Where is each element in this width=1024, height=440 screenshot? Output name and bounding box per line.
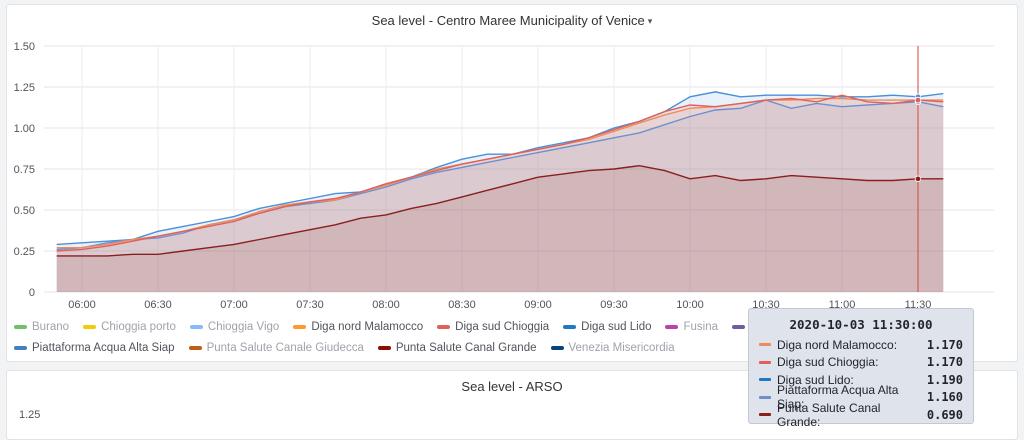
tooltip-value: 1.160 <box>926 390 963 405</box>
legend-swatch <box>14 345 27 350</box>
tooltip-value: 0.690 <box>926 407 963 422</box>
legend-swatch <box>563 324 577 329</box>
legend-label: Burano <box>32 320 70 333</box>
tooltip-label: Diga sud Lido: <box>777 372 854 387</box>
legend-label: Diga sud Lido <box>581 320 652 333</box>
panel-title[interactable]: Sea level - Centro Maree Municipality of… <box>7 11 1017 31</box>
legend-item[interactable]: Fusina <box>665 316 718 337</box>
legend-item[interactable]: Chioggia Vigo <box>189 316 280 337</box>
tooltip-label: Diga nord Malamocco: <box>777 337 898 352</box>
legend-swatch <box>14 324 27 329</box>
legend-label: Chioggia Vigo <box>207 320 280 333</box>
tooltip-row: Diga sud Lido: 1.190 <box>759 371 963 389</box>
panel-title-text: Sea level - Centro Maree Municipality of… <box>371 13 645 28</box>
tooltip-label: Punta Salute Canal Grande: <box>777 400 881 429</box>
tooltip-swatch <box>759 413 771 417</box>
tooltip-row: Piattaforma Acqua Alta Siap: 1.160 <box>759 383 963 411</box>
legend-swatch <box>437 324 451 329</box>
tooltip-value: 1.190 <box>926 372 963 387</box>
legend-label: Punta Salute Canale Giudecca <box>206 341 364 354</box>
legend-item[interactable]: Diga sud Chioggia <box>437 316 549 337</box>
tooltip-label: Piattaforma Acqua Alta Siap: <box>777 383 899 412</box>
panel-title-arso[interactable]: Sea level - ARSO <box>461 379 563 394</box>
legend-label: Diga nord Malamocco <box>311 320 424 333</box>
legend-item[interactable]: Punta Salute Canale Giudecca <box>188 337 364 358</box>
legend-label: Piattaforma Acqua Alta Siap <box>32 341 175 354</box>
tooltip-label: Diga sud Chioggia: <box>777 355 879 370</box>
legend-item[interactable]: Punta Salute Canal Grande <box>377 337 537 358</box>
legend-item[interactable]: Diga nord Malamocco <box>293 316 423 337</box>
tooltip-row: Punta Salute Canal Grande: 0.690 <box>759 401 963 429</box>
legend-swatch <box>550 345 564 350</box>
chart-tooltip: 2020-10-03 11:30:00 Diga nord Malamocco:… <box>748 308 974 429</box>
legend-label: Diga sud Chioggia <box>455 320 550 333</box>
tooltip-swatch <box>759 395 771 399</box>
tooltip-row: Diga sud Chioggia: 1.170 <box>759 354 963 372</box>
chevron-down-icon[interactable]: ▾ <box>647 16 653 26</box>
tooltip-time: 2020-10-03 11:30:00 <box>789 317 933 332</box>
tooltip-swatch <box>759 360 771 364</box>
legend-swatch <box>732 324 746 329</box>
legend-swatch <box>377 345 391 350</box>
tooltip-row: Diga nord Malamocco: 1.170 <box>759 336 963 354</box>
legend-swatch <box>83 324 97 329</box>
legend-label: Chioggia porto <box>101 320 176 333</box>
legend-item[interactable]: Piattaforma Acqua Alta Siap <box>14 337 175 358</box>
legend-label: Punta Salute Canal Grande <box>395 341 537 354</box>
legend-item[interactable]: Diga sud Lido <box>563 316 651 337</box>
tooltip-value: 1.170 <box>926 337 963 352</box>
legend-item[interactable]: Burano <box>14 316 69 337</box>
tooltip-value: 1.170 <box>926 355 963 370</box>
legend-item[interactable]: Venezia Misericordia <box>550 337 675 358</box>
legend-item[interactable]: Chioggia porto <box>83 316 176 337</box>
tooltip-swatch <box>759 343 771 347</box>
legend-swatch <box>293 324 307 329</box>
legend-label: Fusina <box>683 320 719 333</box>
y-tick-label: 1.25 <box>19 409 41 421</box>
legend-swatch <box>665 324 679 329</box>
legend-swatch <box>188 345 202 350</box>
tooltip-swatch <box>759 378 771 382</box>
legend-swatch <box>189 324 203 329</box>
legend-label: Venezia Misericordia <box>568 341 675 354</box>
